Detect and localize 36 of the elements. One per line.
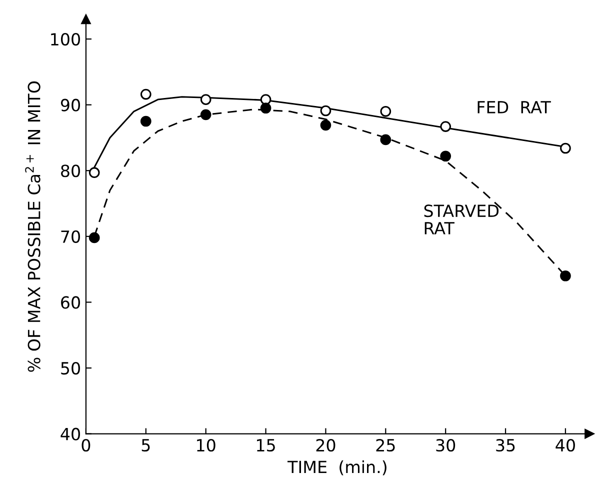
point — [440, 121, 452, 132]
point — [380, 106, 392, 117]
x-tick-label: 0 — [82, 438, 90, 452]
y-tick-label: 50 — [61, 362, 80, 375]
point — [260, 102, 272, 114]
point — [560, 270, 571, 282]
point — [320, 105, 332, 116]
x-tick-label: 20 — [316, 438, 336, 452]
point — [200, 94, 212, 105]
point — [88, 232, 100, 244]
point — [88, 167, 100, 178]
series-label: STARVED RAT — [424, 204, 499, 234]
point — [260, 94, 272, 105]
y-tick-label: 70 — [61, 230, 80, 243]
x-tick-label: 10 — [197, 438, 216, 452]
y-tick-label: 80 — [61, 164, 80, 178]
x-tick-label: 25 — [376, 438, 395, 452]
y-tick-label: 60 — [61, 296, 80, 309]
point — [140, 88, 152, 100]
y-axis-title: % OF MAX POSSIBLE Ca$^{2+}$ IN MITO — [25, 81, 40, 372]
series-label: FED RAT — [478, 101, 551, 114]
point — [320, 120, 332, 131]
x-axis-title: TIME (min.) — [287, 460, 386, 476]
x-tick-label: 30 — [436, 438, 456, 452]
point — [380, 134, 392, 146]
x-tick-label: 40 — [556, 438, 575, 452]
point — [560, 142, 571, 154]
x-tick-label: 15 — [257, 439, 275, 452]
point — [440, 150, 452, 162]
x-tick-label: 5 — [142, 439, 150, 452]
x-tick-label: 35 — [496, 438, 515, 452]
point — [140, 116, 152, 127]
y-tick-label: 40 — [60, 428, 80, 440]
point — [200, 109, 212, 120]
y-tick-label: 100 — [51, 32, 80, 46]
y-tick-label: 90 — [60, 98, 80, 112]
